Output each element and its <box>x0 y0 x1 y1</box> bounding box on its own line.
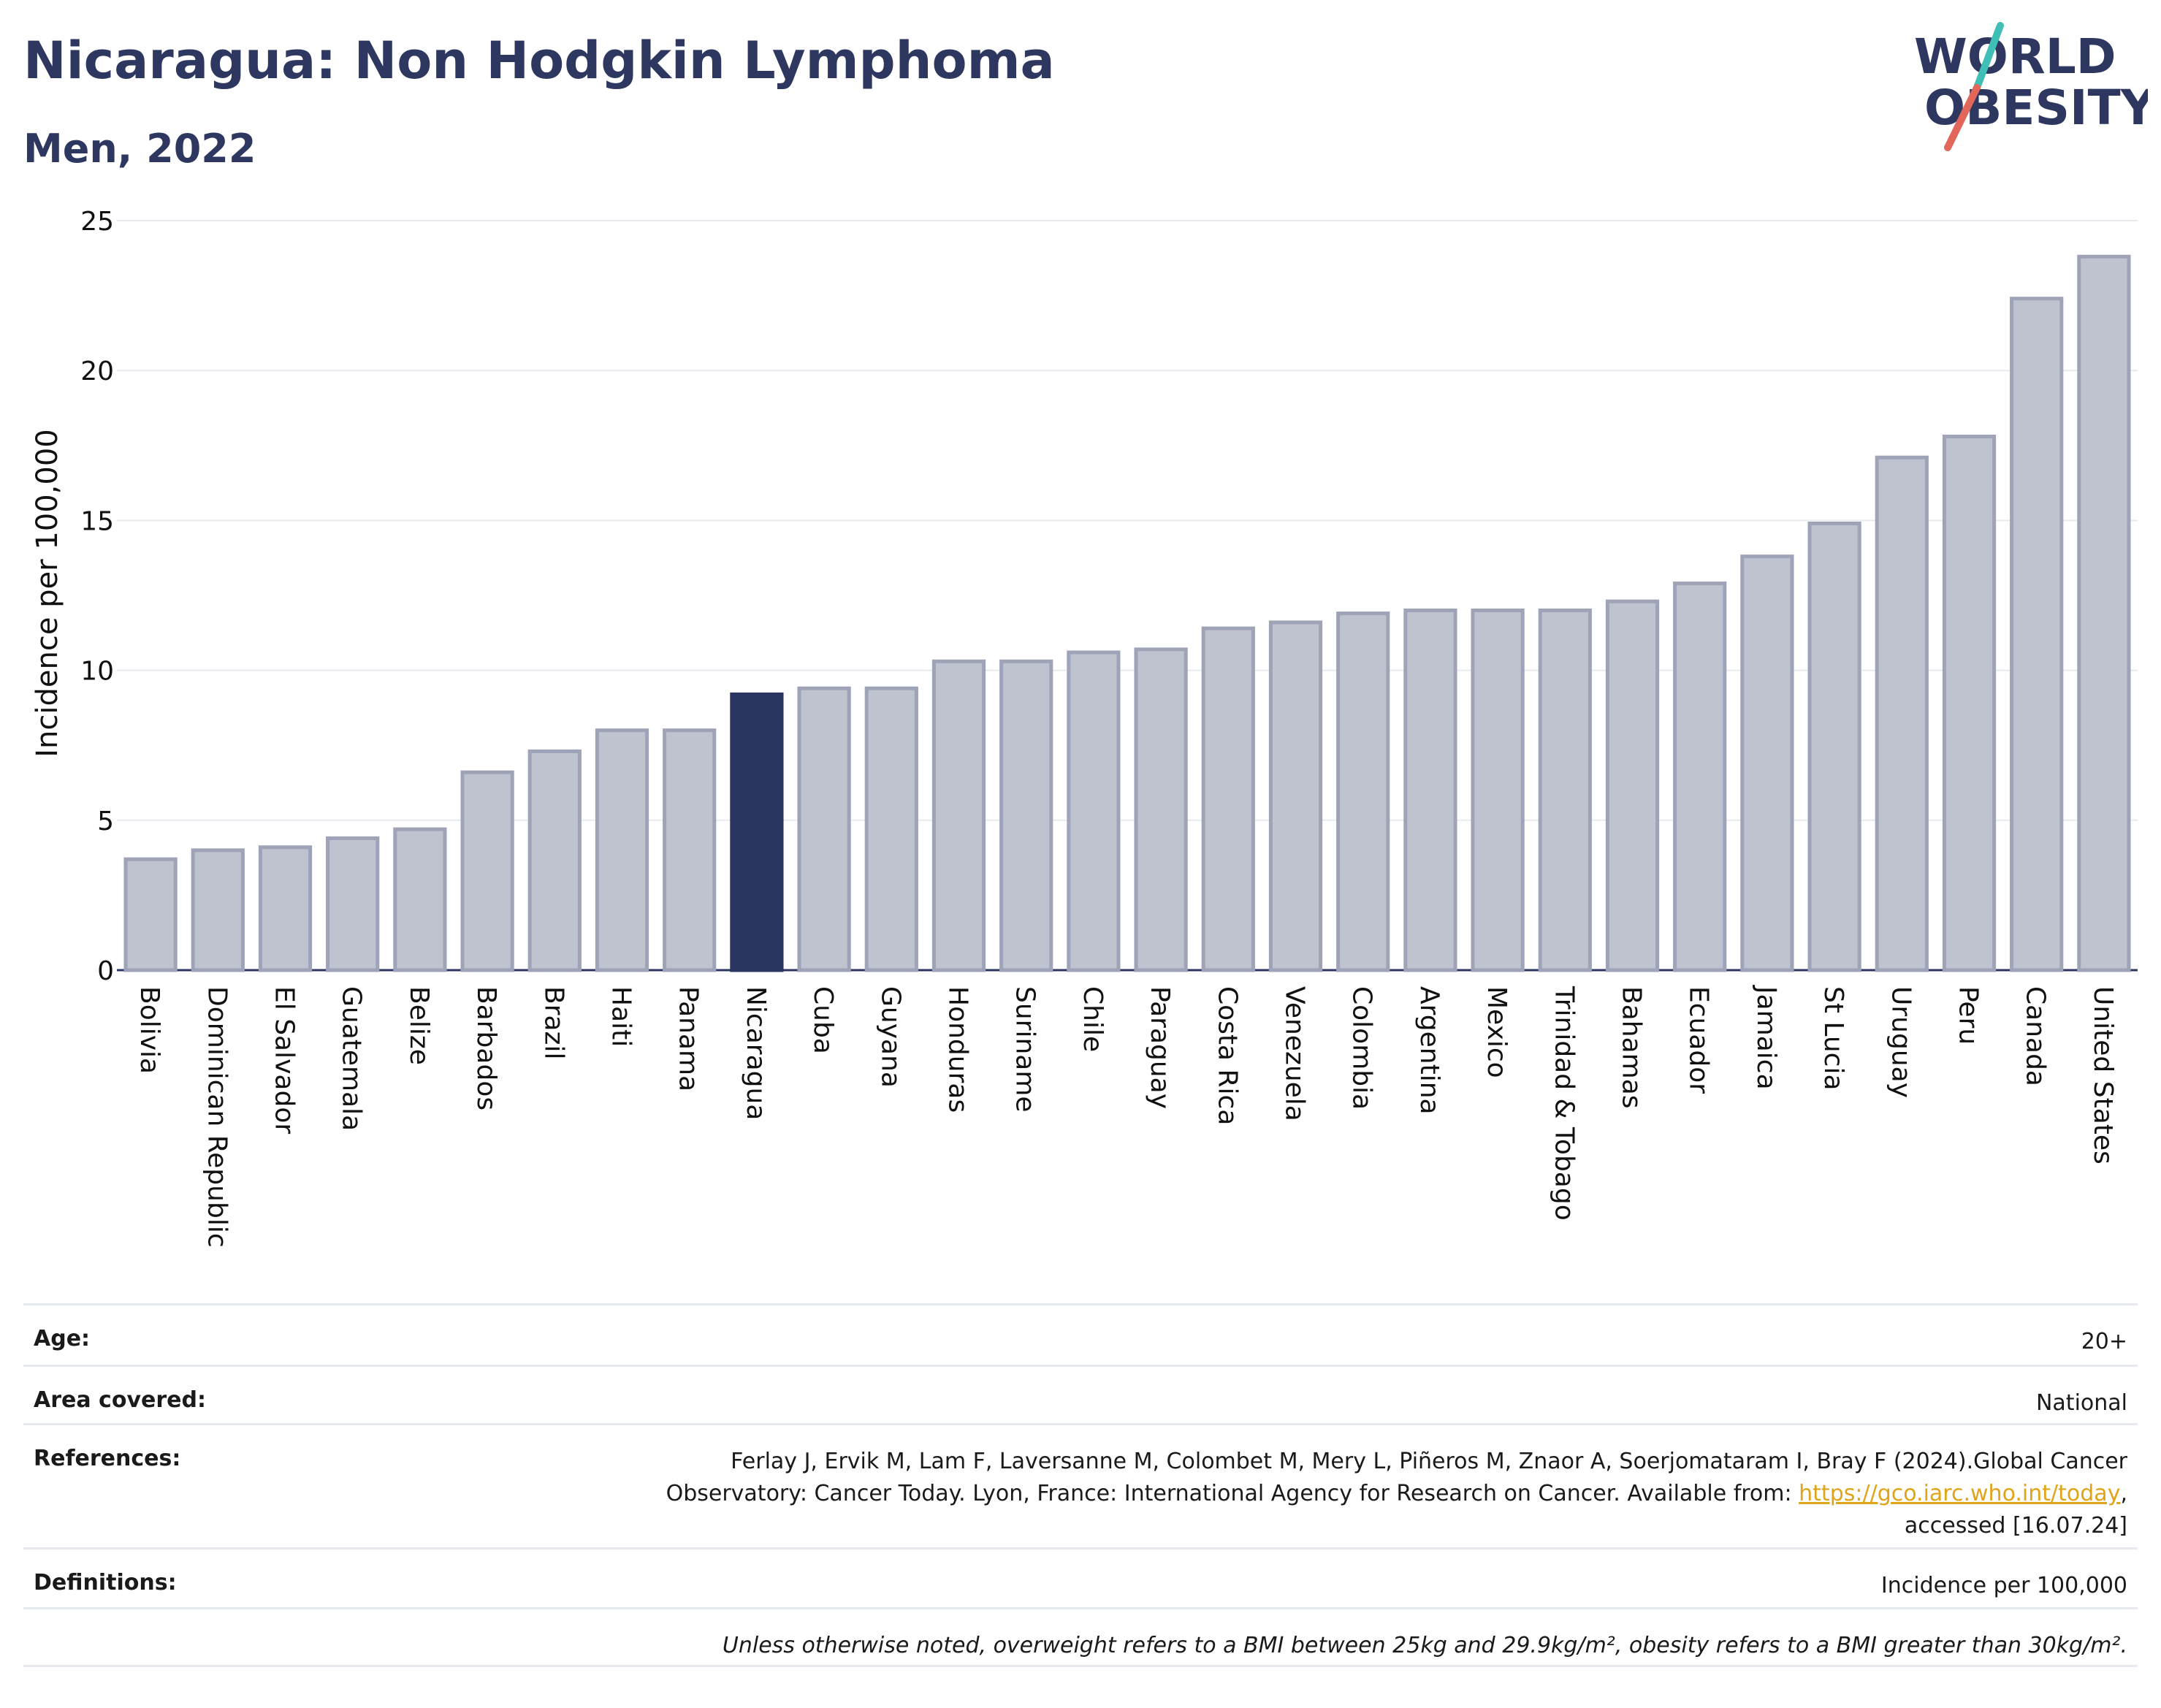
logo-word-world: WORLD <box>1914 28 2116 85</box>
bar-barbados <box>460 770 514 972</box>
x-tick-label: St Lucia <box>1818 986 1848 1091</box>
bar-ecuador <box>1673 582 1727 972</box>
x-tick-label: Guatemala <box>337 986 367 1131</box>
x-tick-label: Suriname <box>1010 986 1040 1113</box>
info-row-definitions: Definitions: Incidence per 100,000 <box>23 1547 2138 1607</box>
x-tick-label: El Salvador <box>270 986 300 1134</box>
x-tick-label: Paraguay <box>1145 986 1175 1109</box>
bar-nicaragua <box>730 692 784 972</box>
info-row-note: Unless otherwise noted, overweight refer… <box>23 1607 2138 1667</box>
x-tick-label: Brazil <box>538 986 568 1059</box>
x-tick-label: Colombia <box>1347 986 1377 1110</box>
definitions-value: Incidence per 100,000 <box>1880 1573 2127 1598</box>
bar-guatemala <box>326 836 380 972</box>
bar-argentina <box>1403 609 1457 972</box>
y-axis-label: Incidence per 100,000 <box>31 429 64 758</box>
y-tick-label: 20 <box>80 357 114 386</box>
x-tick-label: Haiti <box>606 986 636 1047</box>
bar-chile <box>1067 650 1121 972</box>
info-row-age: Age: 20+ <box>23 1303 2138 1365</box>
x-tick-label: Chile <box>1078 986 1108 1052</box>
bar-peru <box>1942 434 1997 972</box>
bar-colombia <box>1336 611 1390 972</box>
bar-guyana <box>864 686 918 972</box>
bar-bahamas <box>1605 599 1660 972</box>
y-tick-label: 10 <box>80 657 114 687</box>
x-tick-label: Canada <box>2021 986 2051 1086</box>
logo-slash-red <box>1944 84 1981 151</box>
x-tick-label: Honduras <box>943 986 973 1113</box>
bar-venezuela <box>1268 620 1323 972</box>
bar-dominican-republic <box>191 848 245 972</box>
area-label: Area covered: <box>34 1387 206 1413</box>
y-tick-label: 5 <box>97 807 114 836</box>
bars <box>123 254 2131 972</box>
bar-haiti <box>595 728 649 972</box>
bar-canada <box>2010 297 2064 972</box>
bar-united-states <box>2077 254 2131 972</box>
bar-el-salvador <box>258 845 313 972</box>
references-link[interactable]: https://gco.iarc.who.int/today <box>1799 1481 2121 1506</box>
bar-paraguay <box>1134 647 1188 972</box>
bar-uruguay <box>1875 455 1929 972</box>
references-text-4: accessed [16.07.24] <box>1904 1513 2127 1539</box>
x-tick-label: Venezuela <box>1280 986 1310 1121</box>
x-tick-label: Costa Rica <box>1212 986 1242 1125</box>
bar-costa-rica <box>1201 626 1255 972</box>
world-obesity-logo: WORLD OBESITY <box>1914 22 2148 151</box>
chart-subtitle: Men, 2022 <box>23 126 256 172</box>
bar-brazil <box>527 749 582 972</box>
x-tick-label: Argentina <box>1414 986 1444 1115</box>
bar-mexico <box>1471 609 1525 972</box>
bar-st-lucia <box>1807 522 1861 972</box>
info-table: Age: 20+ Area covered: National Referenc… <box>23 1303 2138 1667</box>
references-text-2: Observatory: Cancer Today. Lyon, France:… <box>666 1481 1799 1506</box>
y-tick-label: 25 <box>80 207 114 237</box>
y-tick-label: 15 <box>80 506 114 536</box>
bar-suriname <box>999 659 1053 972</box>
references-label: References: <box>34 1446 181 1471</box>
x-tick-label: Barbados <box>471 986 501 1110</box>
definitions-label: Definitions: <box>34 1570 177 1595</box>
references-text-1: Ferlay J, Ervik M, Lam F, Laversanne M, … <box>731 1449 2127 1474</box>
x-tick-label: Trinidad & Tobago <box>1549 985 1579 1221</box>
y-tick-label: 0 <box>97 956 114 986</box>
x-tick-label: United States <box>2088 986 2118 1164</box>
references-text-3: , <box>2120 1481 2127 1506</box>
area-value: National <box>2035 1390 2127 1416</box>
info-row-area: Area covered: National <box>23 1365 2138 1423</box>
x-tick-label: Cuba <box>808 986 838 1054</box>
x-tick-label: Bolivia <box>134 986 164 1074</box>
bar-panama <box>663 728 717 972</box>
bar-bolivia <box>123 857 178 972</box>
bar-chart: Bolivia Dominican Republic El Salvador Guat… <box>31 207 2138 1248</box>
bar-cuba <box>797 686 851 972</box>
x-tick-label: Peru <box>1954 986 1983 1045</box>
references-value: Ferlay J, Ervik M, Lam F, Laversanne M, … <box>666 1446 2127 1542</box>
x-tick-label: Nicaragua <box>741 986 771 1120</box>
info-row-references: References: Ferlay J, Ervik M, Lam F, La… <box>23 1423 2138 1547</box>
x-tick-label: Guyana <box>875 986 905 1088</box>
x-tick-label: Jamaica <box>1751 985 1781 1090</box>
bar-jamaica <box>1740 554 1794 972</box>
x-tick-labels: Bolivia Dominican Republic El Salvador Guat… <box>134 985 2118 1248</box>
bmi-note: Unless otherwise noted, overweight refer… <box>722 1633 2127 1658</box>
x-tick-label: Panama <box>674 986 704 1091</box>
bar-trinidad-tobago <box>1538 609 1592 972</box>
age-value: 20+ <box>2081 1329 2127 1354</box>
x-tick-label: Uruguay <box>1886 986 1916 1098</box>
x-tick-label: Mexico <box>1482 986 1512 1078</box>
logo-slash-teal <box>1973 22 2004 91</box>
grid-lines <box>117 220 2138 972</box>
x-tick-label: Bahamas <box>1617 986 1647 1109</box>
x-tick-label: Dominican Republic <box>202 986 232 1248</box>
chart-title: Nicaragua: Non Hodgkin Lymphoma <box>23 31 1055 91</box>
x-tick-label: Belize <box>404 986 434 1065</box>
bar-belize <box>393 827 447 972</box>
age-label: Age: <box>34 1326 91 1351</box>
bar-honduras <box>931 659 986 972</box>
x-tick-label: Ecuador <box>1684 986 1714 1094</box>
y-tick-labels: 0 5 10 15 20 25 <box>80 207 114 986</box>
